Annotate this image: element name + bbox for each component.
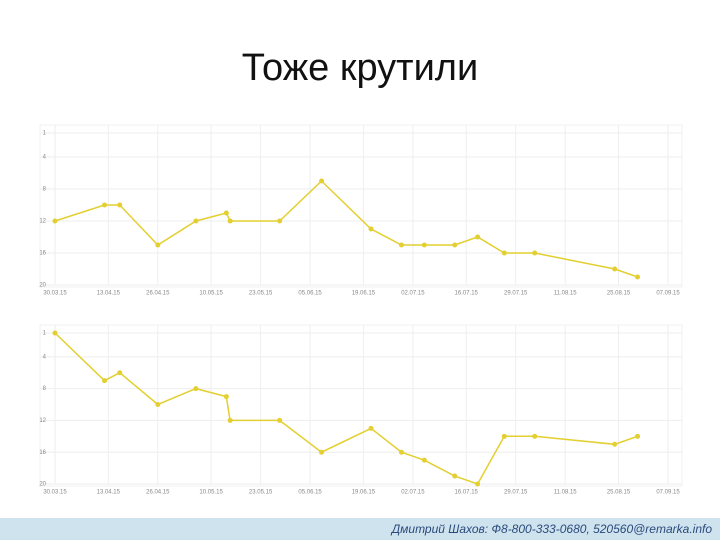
plot-area bbox=[39, 124, 683, 288]
point bbox=[223, 210, 229, 216]
point bbox=[193, 386, 199, 392]
point bbox=[101, 202, 107, 208]
x-tick-label: 10.05.15 bbox=[199, 490, 223, 496]
x-tick-label: 30.03.15 bbox=[43, 490, 67, 496]
point bbox=[52, 218, 58, 224]
x-tick-label: 29.07.15 bbox=[504, 490, 528, 496]
point bbox=[277, 417, 283, 423]
y-tick-label: 1 bbox=[43, 131, 47, 137]
x-tick-label: 23.05.15 bbox=[249, 291, 273, 297]
x-tick-label: 16.07.15 bbox=[455, 490, 479, 496]
x-tick-label: 07.09.15 bbox=[656, 291, 680, 297]
point bbox=[421, 242, 427, 248]
series-line bbox=[54, 332, 638, 485]
x-tick-label: 19.06.15 bbox=[352, 291, 376, 297]
y-tick-label: 12 bbox=[39, 219, 46, 225]
y-tick-label: 16 bbox=[39, 251, 46, 257]
x-tick-label: 25.08.15 bbox=[607, 291, 631, 297]
point bbox=[532, 250, 538, 256]
x-tick-label: 26.04.15 bbox=[146, 490, 170, 496]
y-tick-label: 16 bbox=[39, 450, 46, 456]
point bbox=[193, 218, 199, 224]
point bbox=[117, 370, 123, 376]
point bbox=[398, 242, 404, 248]
x-tick-label: 02.07.15 bbox=[401, 490, 425, 496]
point bbox=[398, 449, 404, 455]
x-tick-label: 13.04.15 bbox=[97, 291, 121, 297]
y-tick-label: 4 bbox=[43, 155, 47, 161]
point bbox=[319, 449, 325, 455]
x-tick-label: 07.09.15 bbox=[656, 490, 680, 496]
point bbox=[101, 378, 107, 384]
y-tick-label: 4 bbox=[43, 354, 47, 360]
x-tick-label: 19.06.15 bbox=[352, 490, 376, 496]
point bbox=[52, 330, 58, 336]
point bbox=[475, 481, 481, 487]
point bbox=[612, 266, 618, 272]
point bbox=[452, 473, 458, 479]
y-tick-label: 8 bbox=[43, 187, 47, 193]
point bbox=[155, 402, 161, 408]
y-tick-label: 20 bbox=[39, 482, 46, 488]
x-tick-label: 26.04.15 bbox=[146, 291, 170, 297]
point bbox=[501, 250, 507, 256]
point bbox=[421, 457, 427, 463]
x-tick-label: 25.08.15 bbox=[607, 490, 631, 496]
point bbox=[501, 433, 507, 439]
y-tick-label: 20 bbox=[39, 283, 46, 289]
point bbox=[635, 433, 641, 439]
point bbox=[452, 242, 458, 248]
plot-area bbox=[39, 324, 683, 487]
x-tick-label: 11.08.15 bbox=[554, 490, 578, 496]
y-tick-label: 1 bbox=[43, 331, 47, 337]
point bbox=[612, 441, 618, 447]
point bbox=[117, 202, 123, 208]
point bbox=[368, 226, 374, 232]
x-tick-label: 13.04.15 bbox=[97, 490, 121, 496]
y-tick-label: 12 bbox=[39, 418, 46, 424]
x-tick-label: 05.06.15 bbox=[298, 490, 322, 496]
point bbox=[223, 394, 229, 400]
y-tick-label: 8 bbox=[43, 386, 47, 392]
x-tick-label: 23.05.15 bbox=[249, 490, 273, 496]
footer-text: Дмитрий Шахов: Ф8-800-333-0680, 520560@r… bbox=[390, 522, 713, 536]
slide-title: Тоже крутили bbox=[242, 47, 478, 89]
point bbox=[227, 417, 233, 423]
point bbox=[475, 234, 481, 240]
x-tick-label: 02.07.15 bbox=[401, 291, 425, 297]
x-tick-label: 10.05.15 bbox=[199, 291, 223, 297]
point bbox=[277, 218, 283, 224]
point bbox=[532, 433, 538, 439]
x-tick-label: 30.03.15 bbox=[43, 291, 67, 297]
point bbox=[635, 274, 641, 280]
point bbox=[319, 178, 325, 184]
x-tick-label: 11.08.15 bbox=[554, 291, 578, 297]
point bbox=[368, 425, 374, 431]
x-tick-label: 16.07.15 bbox=[455, 291, 479, 297]
footer-bar bbox=[0, 518, 720, 540]
series-line bbox=[54, 179, 638, 278]
point bbox=[227, 218, 233, 224]
x-tick-label: 05.06.15 bbox=[298, 291, 322, 297]
x-tick-label: 29.07.15 bbox=[504, 291, 528, 297]
point bbox=[155, 242, 161, 248]
